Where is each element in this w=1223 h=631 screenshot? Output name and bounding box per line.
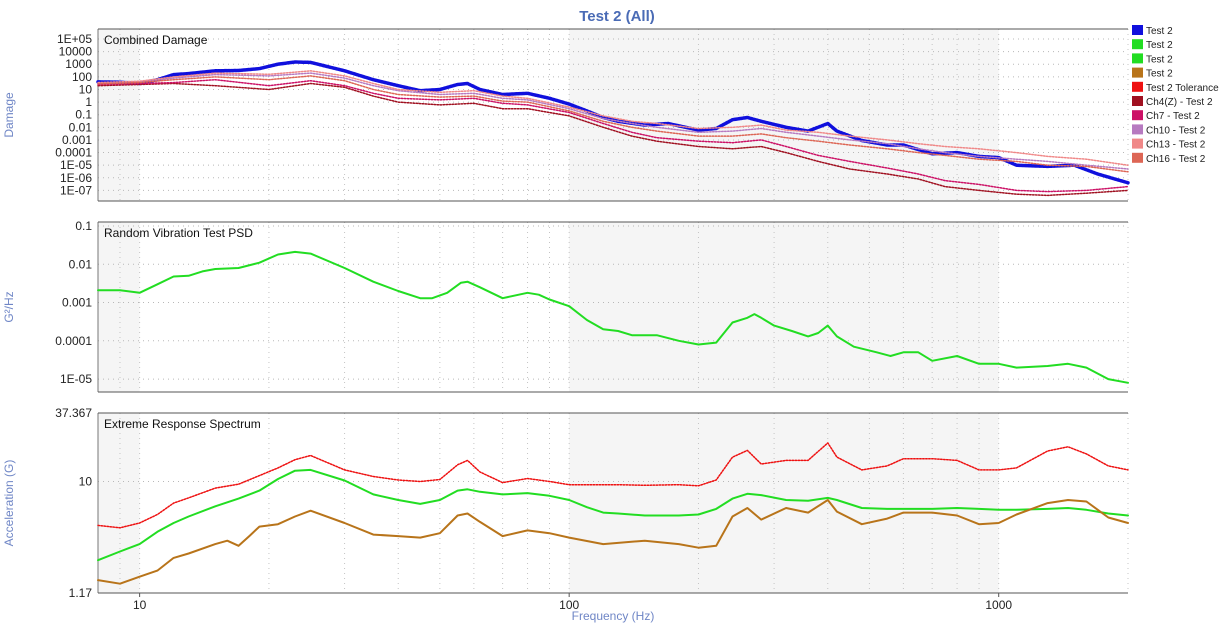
y-tick-label: 1000 [65,57,92,71]
series-line [97,250,1129,384]
y-tick-label: 0.0001 [55,334,92,348]
y-tick-label: 1E-05 [60,372,92,386]
panel-title: Combined Damage [104,33,208,47]
shaded-band [569,413,999,593]
shaded-band [569,222,999,392]
series-line [97,499,1129,585]
y-tick-label: 0.01 [69,257,93,271]
legend-swatch [1132,39,1143,50]
y-tick-label: 0.1 [75,219,92,233]
chart-title: Test 2 (All) [579,8,655,25]
y-tick-label: 1E-05 [60,158,92,172]
y-tick-label: 10000 [59,45,93,59]
legend-label: Ch7 - Test 2 [1146,111,1200,122]
series-line [97,442,1129,529]
legend-swatch [1132,53,1143,64]
panel-title: Random Vibration Test PSD [104,226,253,240]
legend-swatch [1132,81,1143,92]
chart-panel: 1E+051000010001001010.10.010.0010.00011E… [2,28,1130,202]
legend-swatch [1132,124,1143,135]
legend-swatch [1132,96,1143,106]
legend-swatch [1132,110,1143,121]
series-line [97,78,1129,193]
y-axis-label: Damage [2,92,16,138]
y-tick-label: 0.001 [62,133,92,147]
y-tick-label: 1E-07 [60,183,92,197]
y-tick-label: 1E-06 [60,171,92,185]
legend-label: Test 2 [1146,69,1173,80]
x-tick-label: 10 [133,598,147,612]
series-line [97,72,1129,170]
y-tick-label: 37.367 [55,406,92,420]
legend-swatch [1132,25,1143,35]
y-axis-label: Acceleration (G) [2,460,16,547]
y-tick-label: 1.17 [69,586,93,600]
x-tick-label: 100 [559,598,579,612]
plot-layer: 1E+051000010001001010.10.010.0010.00011E… [2,28,1130,612]
y-tick-label: 0.0001 [55,146,92,160]
y-tick-label: 0.001 [62,296,92,310]
y-tick-label: 0.1 [75,108,92,122]
shaded-band [98,222,140,392]
x-axis-label: Frequency (Hz) [572,609,655,623]
panel-title: Extreme Response Spectrum [104,417,261,431]
legend-label: Ch10 - Test 2 [1146,125,1206,136]
legend-swatch [1132,138,1143,149]
y-axis-label: G²/Hz [2,291,16,322]
legend-label: Test 2 [1146,54,1173,65]
chart-panel: 0.1 0.01 0.001 0.0001 1E-05 Random Vibration … [2,219,1129,393]
y-tick-label: 1 [85,95,92,109]
y-tick-label: 1E+05 [57,32,92,46]
series-line [97,70,1129,166]
y-tick-label: 100 [72,70,92,84]
legend: Test 2 Test 2 Test 2 Test 2 Test 2 Tolerance… [1132,25,1219,165]
y-tick-label: 0.01 [69,120,93,134]
legend-label: Ch4(Z) - Test 2 [1146,97,1213,108]
y-tick-label: 10 [79,475,93,489]
legend-label: Ch16 - Test 2 [1146,154,1206,165]
series-line [97,468,1129,562]
series-line [97,82,1129,197]
y-tick-label: 10 [79,82,93,96]
series-line [97,75,1129,173]
legend-swatch [1132,152,1143,163]
shaded-band [98,413,140,593]
legend-label: Test 2 [1146,40,1173,51]
legend-label: Test 2 Tolerance [1146,83,1219,94]
legend-label: Test 2 [1146,26,1173,37]
legend-swatch [1132,67,1143,78]
x-tick-label: 1000 [985,598,1012,612]
legend-label: Ch13 - Test 2 [1146,140,1206,151]
chart-panel: 37.367 10 1.17 Extreme Response Spectrum Acc… [2,406,1129,600]
